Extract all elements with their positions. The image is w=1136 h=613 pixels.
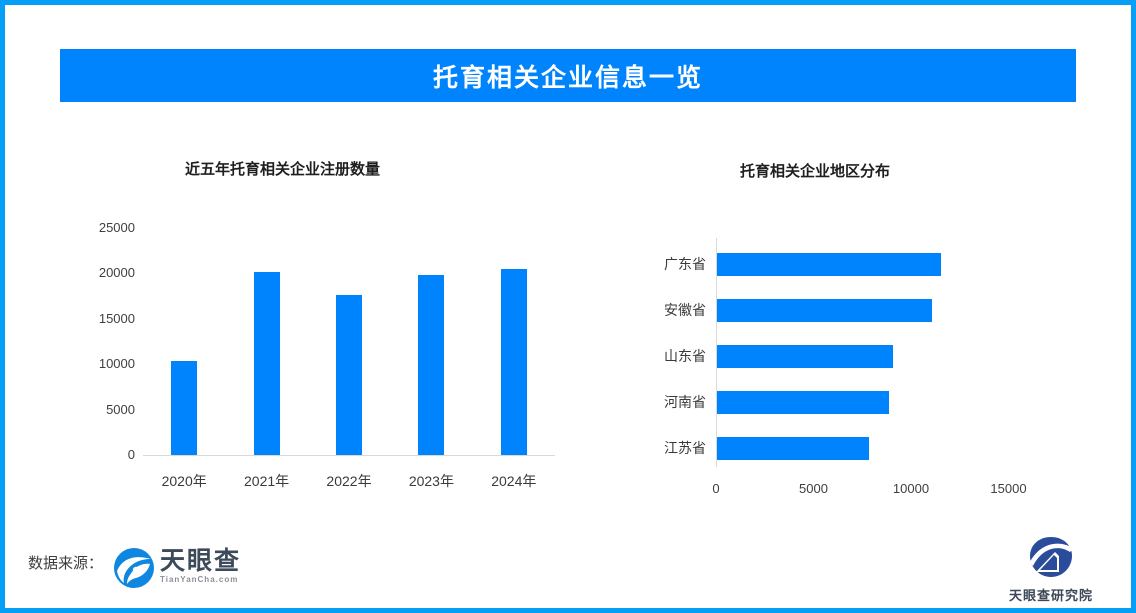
- tianyancha-research-logo: 天眼查研究院: [1005, 536, 1097, 604]
- region-bar: [717, 252, 942, 276]
- region-bar: [717, 344, 893, 368]
- left-chart-x-category-label: 2024年: [491, 473, 537, 489]
- right-chart-x-tick-label: 0: [712, 481, 720, 496]
- region-bar: [717, 436, 870, 460]
- left-chart-x-category-label: 2020年: [161, 473, 207, 489]
- left-chart-y-tick-label: 25000: [98, 220, 135, 235]
- right-chart-x-tick-label: 15000: [990, 481, 1027, 496]
- right-chart-category-label: 山东省: [664, 348, 706, 364]
- tianyancha-logo-icon: [114, 548, 154, 588]
- left-chart-y-tick-label: 5000: [106, 401, 135, 417]
- title-banner: 托育相关企业信息一览: [60, 49, 1076, 102]
- tianyancha-wordmark: 天眼查: [160, 547, 242, 575]
- tianyancha-research-logo-icon: [1028, 536, 1074, 583]
- right-chart-category-label: 广东省: [664, 256, 706, 272]
- tianyancha-research-label: 天眼查研究院: [1008, 588, 1093, 603]
- right-chart-title: 托育相关企业地区分布: [740, 163, 891, 180]
- right-chart-category-label: 安徽省: [664, 302, 706, 318]
- region-bar: [717, 298, 932, 322]
- region-bar: [717, 390, 889, 414]
- registration-bar: [336, 295, 362, 455]
- data-source-label: 数据来源：: [28, 555, 104, 572]
- left-chart-y-tick-label: 0: [127, 447, 135, 462]
- left-chart-y-tick-label: 15000: [98, 310, 135, 326]
- left-chart-y-tick-label: 20000: [98, 265, 135, 281]
- right-chart-y-axis-line: [716, 238, 717, 467]
- right-chart-x-tick-label: 5000: [799, 481, 828, 496]
- left-chart-x-axis-line: [143, 455, 555, 456]
- right-chart-category-label: 江苏省: [664, 440, 706, 456]
- registration-bar: [253, 271, 280, 455]
- left-chart-x-category-label: 2022年: [326, 473, 372, 489]
- tianyancha-wordmark-block: 天眼查 TianYanCha.com: [160, 548, 241, 584]
- right-chart-x-tick-label: 10000: [892, 481, 930, 496]
- registration-bar: [500, 268, 527, 455]
- left-chart-y-tick-label: 10000: [98, 356, 135, 372]
- left-chart-x-category-label: 2021年: [244, 473, 290, 489]
- registration-bar: [171, 361, 198, 455]
- tianyancha-logo: 天眼查 TianYanCha.com: [114, 548, 241, 588]
- tianyancha-domain: TianYanCha.com: [160, 575, 239, 584]
- registration-bar: [418, 275, 445, 455]
- right-chart-category-label: 河南省: [664, 394, 706, 410]
- left-chart-x-category-label: 2023年: [408, 473, 454, 489]
- left-chart-title: 近五年托育相关企业注册数量: [185, 161, 381, 178]
- page-title: 托育相关企业信息一览: [432, 63, 703, 92]
